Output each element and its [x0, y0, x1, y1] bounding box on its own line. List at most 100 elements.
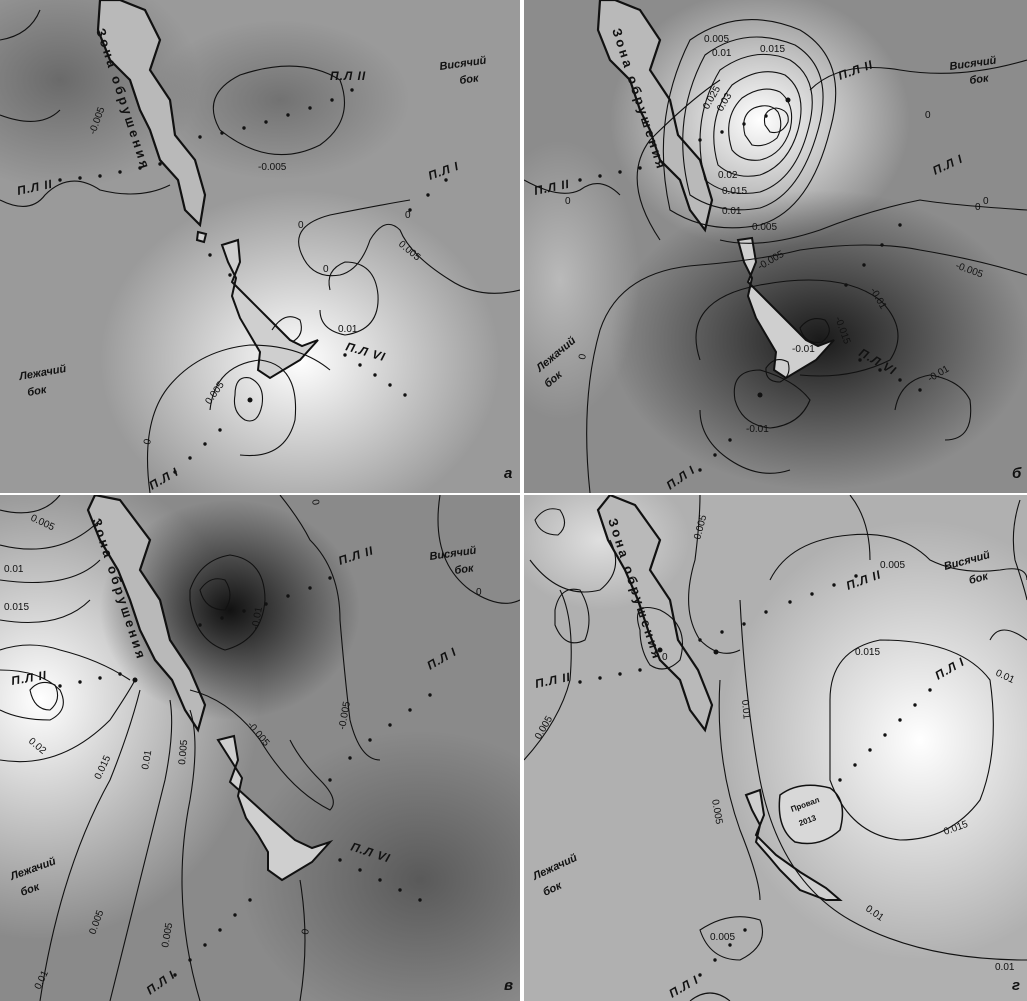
panel-c: Зона обрушения П.Л II П.Л II П.Л I П.Л V… [0, 495, 520, 1001]
panel-d-contour [529, 539, 617, 593]
panel-b-contour-label: 0.005 [752, 222, 777, 233]
panel-b-contour-label: 0.005 [704, 34, 729, 45]
panel-c-contour-label: 0.01 [140, 749, 154, 771]
panel-b-light-area-2 [524, 140, 640, 420]
panel-b-collapse-zone [596, 0, 714, 233]
panel-a-hanging-side-label: бок [459, 72, 481, 87]
panel-b-contour [765, 359, 790, 383]
panel-b-contour [682, 36, 824, 211]
panel-a-contour [271, 316, 302, 343]
panel-b-contour [662, 19, 837, 229]
panel-c-contour-label: 0.005 [177, 739, 190, 765]
panel-b-contour [586, 244, 1027, 493]
panel-b-contour [733, 369, 811, 429]
panel-a: Зона обрушения П.Л II П.Л II П.Л I П.Л V… [0, 0, 520, 493]
panel-d-collapse-zone [596, 495, 714, 733]
panel-c-contour-label: 0.01 [4, 564, 24, 575]
panel-b-contour [728, 88, 793, 161]
panel-b: Зона обрушения П.Л II П.Л II П.Л I П.Л V… [524, 0, 1027, 493]
panel-b-contour [699, 409, 791, 474]
panel-c-contour-label: 0.015 [4, 602, 29, 613]
panel-a-contour [0, 9, 41, 41]
panel-b-profile-lines [578, 97, 922, 472]
panel-b-open-pit [736, 236, 835, 380]
panel-a-contour-label: 0 [323, 264, 329, 275]
panel-d-open-pit [744, 788, 843, 901]
panel-d-letter: г [1012, 977, 1020, 994]
panel-d-contour [849, 495, 871, 561]
panel-a-profile-label: П.Л II [330, 69, 366, 83]
panel-c-contour [0, 599, 91, 623]
panel-b-contour [699, 53, 813, 195]
panel-d-contour [636, 606, 684, 670]
panel-a-contour-label: 0 [405, 210, 411, 221]
panel-c-contour [279, 495, 381, 761]
panel-b-contour-label: -0.01 [746, 424, 769, 435]
panel-b-dark-area [610, 190, 1027, 490]
panel-c-contour [0, 669, 64, 721]
panel-b-contour-label: 0.015 [760, 44, 785, 55]
panel-b-contour-label: 0 [925, 110, 931, 121]
panel-c-profile-label: П.Л II [10, 668, 48, 688]
panel-d-contour-label: 0.01 [995, 962, 1015, 973]
panel-a-letter: а [504, 465, 512, 482]
panel-c-contour [189, 554, 266, 651]
panel-c-contour-label: -0.01 [250, 606, 265, 631]
panel-c-contour [437, 495, 520, 604]
panel-c-contour [189, 689, 334, 811]
panel-c-contour [299, 879, 306, 1001]
panel-a-contour-label: 0 [298, 220, 304, 231]
panel-c-contour [0, 644, 131, 681]
panel-b-contour-label: 0.02 [718, 170, 738, 181]
panel-c-open-pit [216, 734, 334, 882]
panel-c-contour-label: -0.005 [337, 700, 353, 730]
panel-d-contour-label: 0.01 [739, 699, 752, 720]
panel-d-contour [554, 588, 590, 644]
panel-b-contour [809, 59, 1027, 91]
panel-a-contour-label: 0.01 [338, 324, 358, 335]
panel-c-contour-label: 0 [476, 587, 482, 598]
panel-c-contour [109, 699, 173, 1001]
panel-d-contour [829, 639, 994, 841]
panel-c-contour [0, 679, 136, 763]
panel-b-contour-label: 0.01 [712, 48, 732, 59]
panel-d-hanging-side-label: бок [968, 570, 991, 587]
panel-separator-vertical [520, 0, 524, 1001]
panel-a-profile-lines [58, 88, 448, 474]
panel-c-contour [0, 495, 61, 514]
panel-a-collapse-zone [96, 0, 207, 228]
panel-a-contour [319, 261, 379, 336]
panel-a-contour-label: 0 [142, 438, 154, 446]
panel-d-contour [989, 629, 1027, 641]
panel-a-dark-area-2 [150, 20, 410, 180]
panel-b-contour-label: 0 [975, 202, 981, 213]
panel-a-contour [0, 180, 171, 207]
panel-c-contour-label: 0 [300, 928, 312, 936]
panel-c-letter: в [504, 977, 513, 994]
panel-b-contour [719, 199, 1027, 244]
panel-b-contour-label: 0.015 [722, 186, 747, 197]
panel-c-contour-label: 0 [309, 499, 321, 507]
panel-separator-horizontal [0, 493, 1027, 495]
panel-c-contour [39, 689, 141, 1001]
panel-b-contour [695, 279, 899, 377]
panel-b-contour [894, 374, 972, 441]
panel-a-light-area [100, 190, 500, 493]
panel-b-contour [743, 105, 782, 147]
panel-b-letter: б [1012, 465, 1022, 482]
panel-a-contour-label: -0.005 [258, 162, 287, 173]
panel-d-contour [1012, 499, 1027, 601]
panel-c-contour [199, 578, 231, 611]
panel-d-light-area [720, 520, 1027, 960]
panel-d-contour-label: 0.005 [880, 560, 905, 571]
panel-b-contour [713, 71, 802, 177]
panel-b-contour-label: 0 [577, 353, 589, 361]
panel-b-contour-label: 0 [565, 196, 571, 207]
panel-b-hanging-side-label: бок [969, 72, 991, 87]
panel-c-contour-label: 0.005 [160, 922, 175, 949]
panel-c-contour [0, 519, 101, 550]
panel-c-profile-lines [58, 576, 432, 977]
panel-d-contour-label: 0 [662, 652, 668, 663]
panel-b-contour [524, 179, 621, 196]
panel-a-open-pit [220, 238, 319, 380]
